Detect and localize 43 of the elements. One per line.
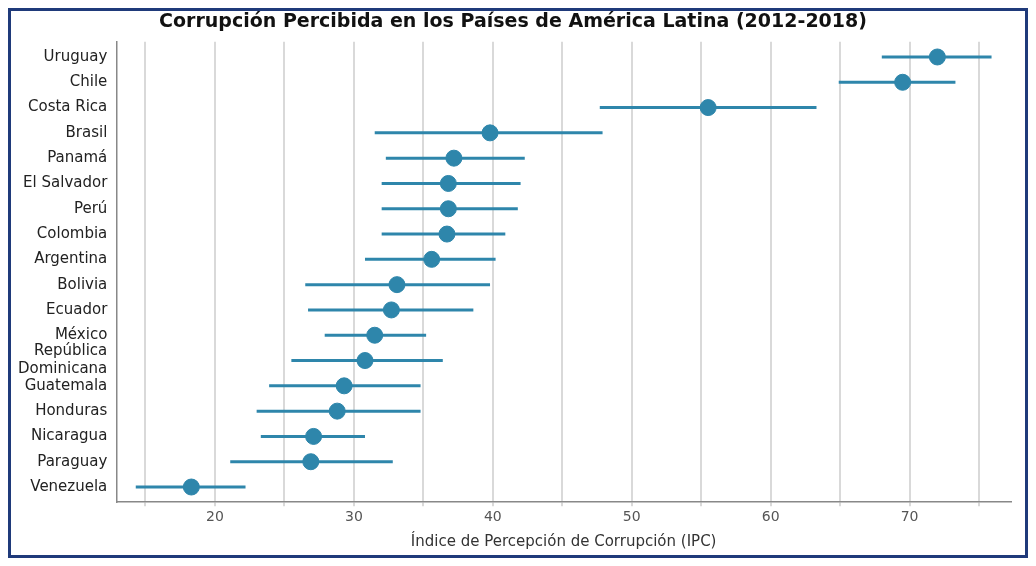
y-tick-label: Honduras: [35, 401, 108, 420]
point: [335, 377, 353, 395]
point: [302, 453, 320, 471]
point: [356, 352, 374, 370]
point: [305, 427, 323, 445]
y-tick-label: Panamá: [47, 148, 108, 167]
chart-title: Corrupción Percibida en los Países de América Latina (2012-2018): [159, 9, 867, 32]
y-tick-label: El Salvador: [23, 173, 109, 192]
x-tick-label: 30: [344, 508, 363, 525]
point: [928, 48, 946, 66]
point: [423, 250, 441, 268]
y-tick-label: Uruguay: [43, 46, 108, 65]
y-tick-label: Argentina: [34, 249, 108, 268]
y-tick-label: Colombia: [36, 223, 108, 242]
point: [438, 225, 456, 243]
y-tick-label: República Dominicana: [17, 341, 108, 378]
x-axis-title: Índice de Percepción de Corrupción (IPC): [410, 530, 717, 550]
y-tick-label: Nicaragua: [30, 426, 108, 445]
point: [388, 276, 406, 294]
y-tick-label: Perú: [73, 198, 108, 217]
x-tick-label: 60: [761, 508, 780, 525]
point: [481, 124, 499, 142]
y-tick-label: Costa Rica: [27, 97, 108, 116]
point: [445, 149, 463, 167]
x-tick-label: 20: [206, 508, 224, 525]
y-tick-label: Guatemala: [24, 375, 108, 394]
point: [366, 326, 384, 344]
point: [894, 73, 912, 91]
y-tick-label: Venezuela: [30, 476, 108, 495]
x-tick-label: 40: [483, 508, 502, 525]
point: [328, 402, 346, 420]
point: [699, 99, 717, 117]
y-tick-label: Brasil: [65, 122, 108, 141]
x-tick-label: 70: [900, 508, 919, 525]
y-tick-label: Paraguay: [37, 451, 108, 470]
point: [439, 200, 457, 218]
point: [439, 174, 457, 192]
point: [382, 301, 400, 319]
y-tick-label: Bolivia: [57, 274, 108, 293]
x-tick-label: 50: [622, 508, 641, 525]
point: [182, 478, 200, 496]
y-tick-label: Ecuador: [46, 299, 109, 318]
y-tick-label: Chile: [69, 72, 108, 91]
